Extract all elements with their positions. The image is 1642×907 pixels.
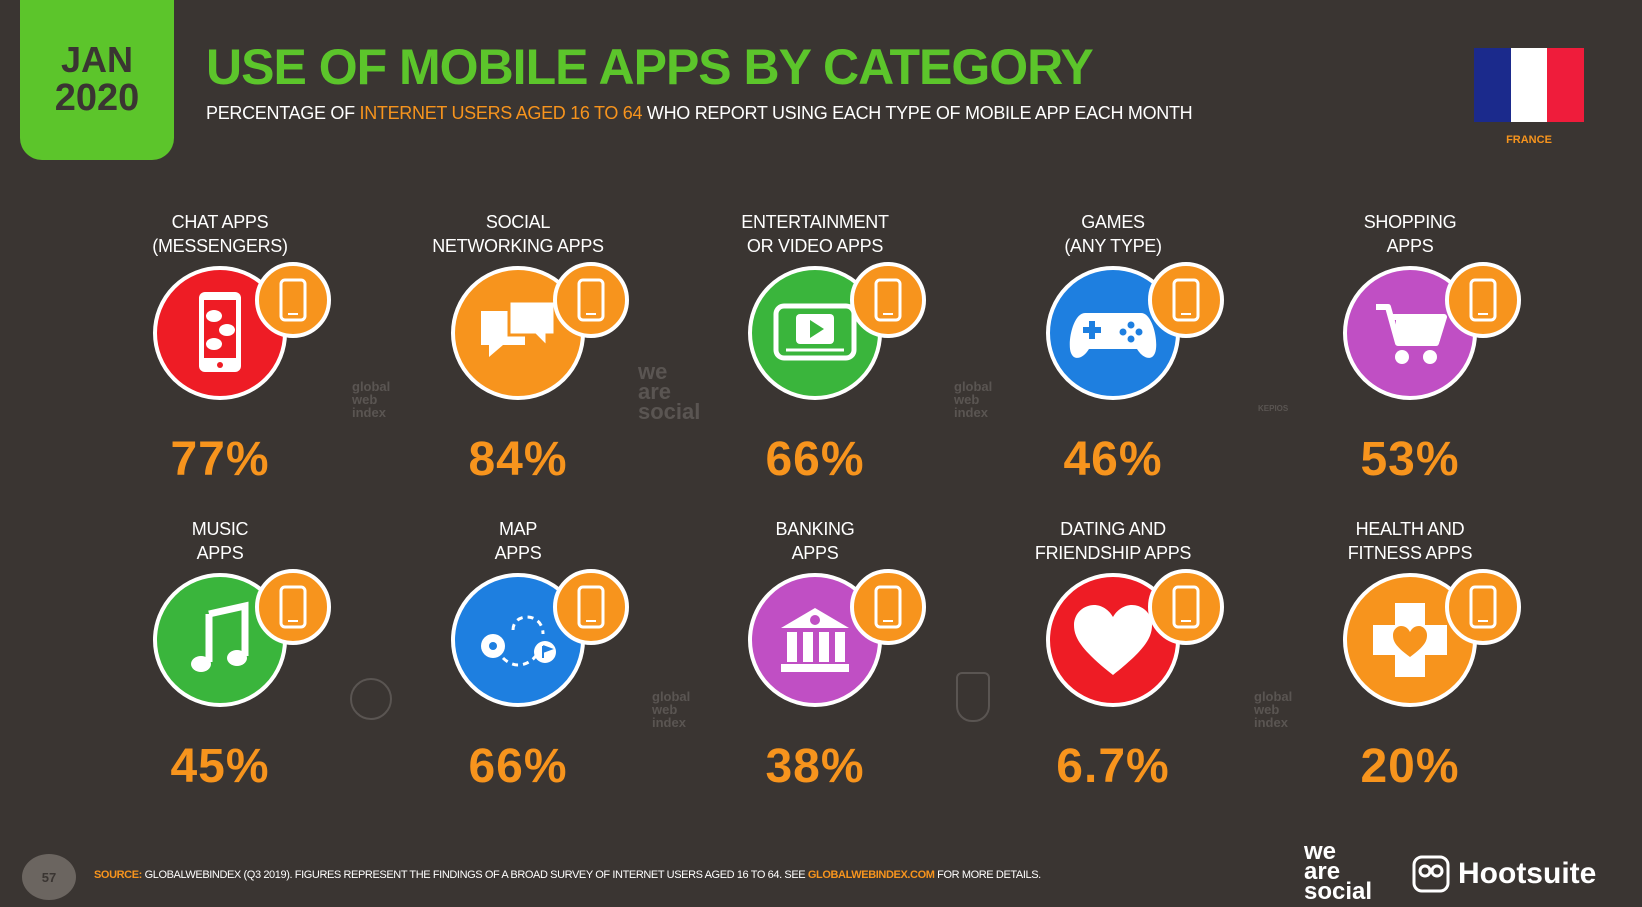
mobile-phone-icon [1445,569,1521,645]
category-label: DATING AND FRIENDSHIP APPS [1034,519,1192,563]
source-label: SOURCE: [94,869,142,881]
category-tile: CHAT APPS (MESSENGERS) 77% [90,210,350,490]
category-value: 38% [765,740,865,793]
category-value: 84% [468,433,568,486]
category-tile: BANKING APPS 38% [685,517,945,797]
gwi-watermark-3: global web index [652,689,691,730]
france-flag-icon [1474,48,1585,122]
category-tile: DATING AND FRIENDSHIP APPS 6.7% [983,517,1243,797]
category-value: 45% [170,740,270,793]
country-label: FRANCE [1506,134,1552,146]
gwi-watermark: global web index [352,379,391,420]
source-text: GLOBALWEBINDEX (Q3 2019). FIGURES REPRES… [141,869,808,881]
health-cross-icon [1343,573,1477,707]
hootsuite-logo: Hootsuite [1412,855,1596,893]
source-link[interactable]: GLOBALWEBINDEX.COM [807,869,935,881]
category-label: SOCIAL NETWORKING APPS [432,212,604,256]
category-label: SHOPPING APPS [1363,212,1457,256]
gwi-watermark-2: global web index [954,379,993,420]
subtitle-highlight: INTERNET USERS AGED 16 TO 64 [359,103,643,123]
mobile-phone-icon [255,262,331,338]
mobile-phone-icon [553,262,629,338]
was-watermark: we are social [638,359,701,424]
page-title: USE OF MOBILE APPS BY CATEGORY [206,39,1094,95]
mobile-phone-icon [1445,262,1521,338]
subtitle-pre: PERCENTAGE OF [206,103,360,123]
category-value: 66% [468,740,568,793]
category-value: 53% [1360,433,1460,486]
source-note: SOURCE: GLOBALWEBINDEX (Q3 2019). FIGURE… [94,869,1041,881]
category-value: 20% [1360,740,1460,793]
category-tile: SOCIAL NETWORKING APPS 84% [388,210,648,490]
bank-icon [748,573,882,707]
music-note-icon [153,573,287,707]
mobile-phone-icon [1148,262,1224,338]
category-value: 66% [765,433,865,486]
mobile-phone-icon [255,569,331,645]
category-value: 77% [170,433,270,486]
category-label: BANKING APPS [775,519,855,563]
category-value: 46% [1063,433,1163,486]
date-month: JAN [60,39,134,81]
source-post: FOR MORE DETAILS. [934,869,1041,881]
category-value: 6.7% [1056,740,1170,793]
category-label: GAMES (ANY TYPE) [1064,212,1162,256]
category-label: ENTERTAINMENT OR VIDEO APPS [741,212,889,256]
category-label: MAP APPS [494,519,542,563]
kepios-watermark: KEPIOS [1258,404,1289,413]
category-tile: ENTERTAINMENT OR VIDEO APPS 66% [685,210,945,490]
category-label: MUSIC APPS [191,519,249,563]
page-subtitle: PERCENTAGE OF INTERNET USERS AGED 16 TO … [206,103,1193,124]
category-label: CHAT APPS (MESSENGERS) [152,212,288,256]
mobile-phone-icon [1148,569,1224,645]
owl-icon [1412,855,1450,893]
category-tile: GAMES (ANY TYPE) 46% [983,210,1243,490]
page-number: 57 [22,854,76,900]
category-tile: MAP APPS 66% [388,517,648,797]
chat-phone-icon [153,266,287,400]
category-tile: HEALTH AND FITNESS APPS 20% [1280,517,1540,797]
mobile-phone-icon [850,262,926,338]
category-tile: SHOPPING APPS 53% [1280,210,1540,490]
date-year: 2020 [54,76,140,119]
category-label: HEALTH AND FITNESS APPS [1347,519,1473,563]
subtitle-post: WHO REPORT USING EACH TYPE OF MOBILE APP… [642,103,1193,123]
date-badge: JAN 2020 [20,0,174,160]
lightbulb-watermark-icon [350,678,392,720]
we-are-social-logo: we are social [1304,838,1373,905]
category-tile: MUSIC APPS 45% [90,517,350,797]
mobile-phone-icon [553,569,629,645]
owl-watermark-icon [956,672,990,722]
mobile-phone-icon [850,569,926,645]
gwi-watermark-4: global web index [1254,689,1293,730]
hootsuite-text: Hootsuite [1458,857,1597,890]
